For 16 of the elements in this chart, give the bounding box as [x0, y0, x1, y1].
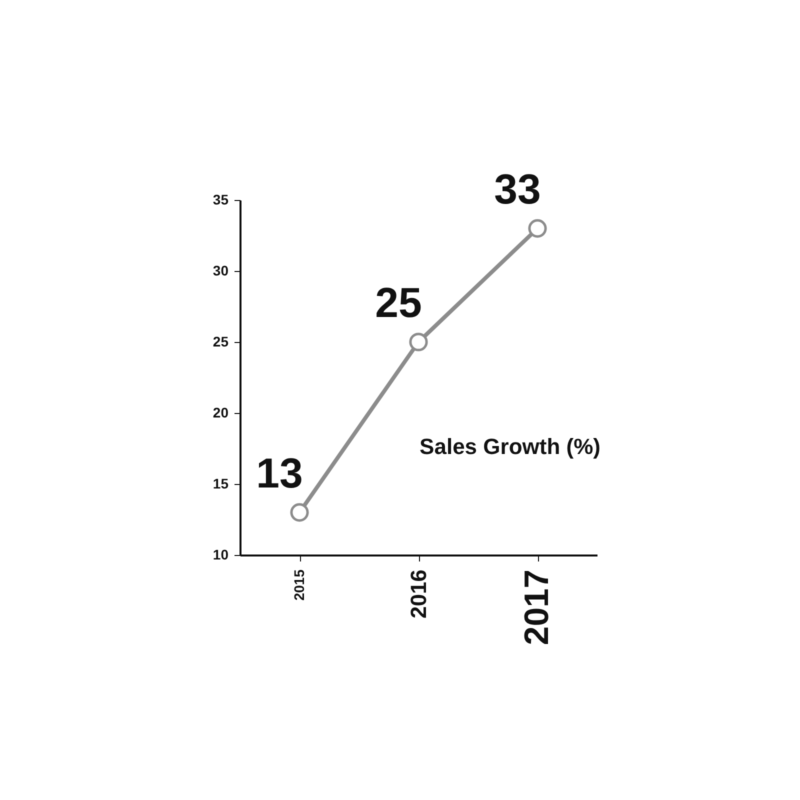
y-tick-label: 35 — [212, 192, 229, 208]
annotation: Sales Growth (%) — [420, 434, 600, 459]
y-tick-label: 30 — [212, 262, 229, 278]
x-tick-label: 2017 — [518, 570, 556, 646]
data-label: 33 — [494, 165, 541, 212]
point — [409, 332, 428, 352]
data-label: 25 — [375, 279, 422, 326]
x-tick-label: 2015 — [291, 569, 307, 601]
x-tick-label: 2016 — [406, 570, 431, 618]
y-tick-label: 10 — [212, 546, 229, 562]
y-tick-label: 25 — [212, 334, 229, 350]
point — [290, 503, 309, 522]
y-tick-label: 15 — [212, 476, 229, 492]
y-tick-label: 20 — [212, 404, 229, 420]
point — [528, 219, 547, 238]
data-label: 13 — [256, 449, 303, 496]
